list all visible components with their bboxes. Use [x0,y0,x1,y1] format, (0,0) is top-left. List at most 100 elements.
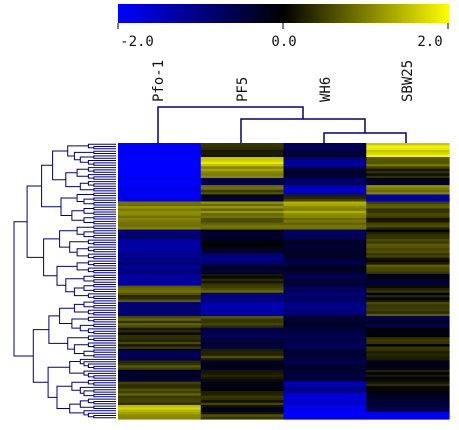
heatmap-cell [366,206,450,210]
heatmap-cell [366,145,450,149]
row-dendrogram-branch [93,337,116,342]
heatmap-cell [366,273,450,277]
heatmap-cell [200,323,285,327]
heatmap-cell [366,285,450,289]
heatmap-cell [118,346,202,350]
heatmap-cell [283,353,367,357]
heatmap-cell [283,194,367,198]
row-dendrogram-branch [87,398,116,404]
heatmap-cell [366,290,450,294]
heatmap-cell [200,243,285,247]
heatmap-cell [366,201,450,205]
heatmap-cell [118,388,202,392]
heatmap-cell [366,414,450,418]
colorbar-label-min: -2.0 [120,34,154,50]
row-dendrogram-branch [93,188,116,192]
heatmap-cell [283,236,367,240]
heatmap-cell [200,157,285,160]
heatmap-cell [200,374,285,378]
heatmap-cell [366,168,450,172]
heatmap-cell [200,150,285,153]
row-dendrogram-branch [60,197,78,216]
heatmap-cell [366,355,450,359]
heatmap-cell [118,252,202,256]
heatmap-cell [366,379,450,383]
column-dendrogram-branch-pf5-group [240,118,366,143]
heatmap-cell [283,346,367,350]
heatmap-cell [200,168,285,172]
heatmap-cell [118,231,202,235]
heatmap-cell [283,173,367,177]
heatmap-cell [118,290,202,294]
heatmap-cell [200,189,285,193]
heatmap-cell [283,224,367,228]
row-dendrogram-branch [79,324,94,332]
row-dendrogram-branch [83,301,94,308]
heatmap-cell [200,208,285,212]
heatmap-cell [200,252,285,256]
row-dendrogram-branch [87,335,116,340]
heatmap-cell [118,372,202,376]
heatmap-cell [366,180,450,184]
heatmap-cell [200,411,285,415]
heatmap-cell [366,199,450,203]
heatmap-cell [283,341,367,345]
heatmap-cell [118,302,202,305]
heatmap-cell [366,257,450,261]
heatmap-cell [283,166,367,170]
row-dendrogram-branch [83,208,94,214]
colorbar-label-mid: 0.0 [271,34,296,50]
heatmap-cell [283,400,367,404]
row-dendrogram-branch [93,169,116,173]
heatmap-cell [366,395,450,399]
heatmap-cell [283,145,367,149]
heatmap-cell [200,365,285,369]
heatmap-cell [118,189,202,193]
heatmap-cell [366,241,450,245]
row-dendrogram-branch [87,342,116,347]
heatmap-cell [283,304,367,308]
heatmap-cell [283,390,367,394]
heatmap-cell [366,250,450,254]
heatmap-cell [200,348,285,352]
heatmap-cell [366,381,450,385]
heatmap-cell [118,234,202,238]
heatmap-cell [200,407,285,411]
heatmap-cell [366,231,450,235]
heatmap-cell [366,334,450,338]
heatmap-cell [366,213,450,217]
heatmap-cell [366,386,450,390]
heatmap-cell [118,241,202,245]
heatmap-cell [200,297,285,301]
heatmap-cell [200,295,285,298]
heatmap-cell [366,346,450,350]
heatmap-cell [366,248,450,252]
heatmap-cell [118,236,202,240]
heatmap-cell [118,206,202,210]
heatmap-cell [283,409,367,413]
heatmap-cell [366,339,450,343]
heatmap-cell [283,208,367,212]
heatmap-cell [283,196,367,200]
heatmap-cell [283,273,367,277]
heatmap-cell [283,316,367,320]
heatmap-cell [200,388,285,392]
heatmap-cell [118,208,202,212]
row-dendrogram-branch [59,230,78,248]
heatmap-cell [200,245,285,249]
heatmap-cell [200,344,285,348]
heatmap-cell [118,395,202,399]
heatmap-cell [200,259,285,263]
heatmap-cell [283,229,367,233]
heatmap-cell [200,360,285,364]
heatmap-cell [283,210,367,214]
heatmap-cell [283,213,367,217]
heatmap-cell [366,325,450,329]
heatmap-cell [283,203,367,207]
heatmap-cell [283,252,367,256]
heatmap-cell [283,157,367,160]
heatmap-cell [366,344,450,348]
heatmap-cell [200,299,285,303]
heatmap-cell [283,320,367,324]
